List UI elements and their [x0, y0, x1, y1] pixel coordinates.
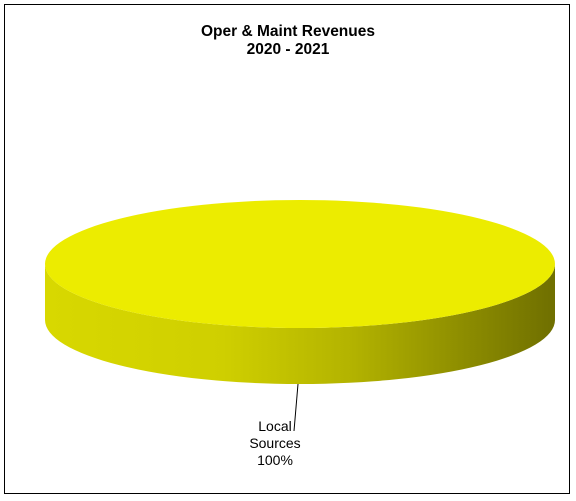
- pie-slice-side: [45, 264, 555, 384]
- chart-title-line1: Oper & Maint Revenues: [201, 23, 375, 40]
- slice-label-line1: Local: [258, 418, 292, 434]
- chart-title: Oper & Maint Revenues 2020 - 2021: [0, 23, 576, 59]
- slice-label: Local Sources 100%: [220, 418, 330, 469]
- chart-title-line2: 2020 - 2021: [246, 41, 330, 58]
- slice-label-line2: Sources: [249, 435, 301, 451]
- slice-percent: 100%: [257, 452, 293, 468]
- slice-leader-line: [293, 383, 299, 432]
- pie-slice-top: [45, 200, 555, 328]
